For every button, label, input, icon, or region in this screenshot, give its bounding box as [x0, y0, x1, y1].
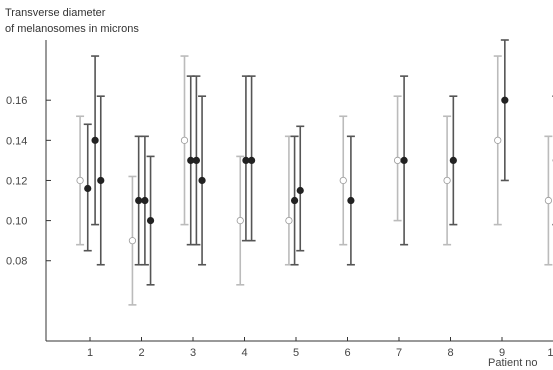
mean-point-open	[76, 176, 84, 185]
mean-point-open	[393, 156, 402, 164]
mean-point-filled	[91, 136, 99, 144]
y-tick-label: 0.16	[6, 95, 27, 107]
y-axis-title-line-1: Transverse diameter	[5, 7, 106, 19]
mean-point-open	[285, 217, 293, 225]
mean-point-filled	[290, 196, 299, 205]
mean-point-open	[236, 217, 244, 225]
y-tick-label: 0.10	[6, 216, 27, 228]
y-tick-label: 0.12	[6, 175, 27, 187]
error-bar	[500, 39, 509, 182]
x-tick-label: 2	[138, 347, 144, 359]
mean-point-filled	[192, 156, 200, 164]
mean-point-open	[443, 176, 451, 185]
mean-point-filled	[146, 217, 155, 225]
x-tick-label: 5	[293, 347, 299, 359]
y-tick-label: 0.08	[6, 256, 27, 268]
mean-point-open	[544, 196, 553, 205]
mean-point-filled	[84, 184, 92, 193]
mean-point-filled	[501, 96, 509, 104]
x-tick-label: 1	[87, 347, 93, 359]
mean-point-filled	[247, 156, 256, 164]
y-axis-title-line-2: of melanosomes in microns	[5, 23, 139, 35]
mean-point-filled	[347, 196, 355, 205]
y-tick-label: 0.14	[6, 135, 27, 147]
mean-point-open	[494, 136, 502, 144]
data-points	[76, 96, 553, 245]
mean-point-open	[128, 237, 137, 245]
mean-point-open	[180, 136, 189, 144]
mean-point-filled	[198, 176, 206, 185]
error-bars	[76, 39, 553, 306]
mean-point-filled	[296, 186, 304, 195]
mean-point-filled	[141, 196, 149, 205]
mean-point-filled	[97, 176, 105, 185]
mean-point-filled	[400, 156, 408, 164]
x-ticks: 1234567891011	[87, 337, 553, 359]
x-tick-label: 4	[241, 347, 247, 359]
x-tick-label: 6	[344, 347, 350, 359]
x-axis-title: Patient no	[488, 357, 538, 369]
y-axis-title: Transverse diameter of melanosomes in mi…	[5, 7, 139, 35]
y-ticks: 0.08 0.10 0.12 0.14 0.16	[6, 95, 51, 268]
x-tick-label: 7	[396, 347, 402, 359]
mean-point-filled	[449, 156, 457, 164]
x-tick-label: 8	[447, 347, 453, 359]
x-tick-label: 3	[190, 347, 196, 359]
mean-point-filled	[135, 196, 143, 205]
x-tick-label: 10	[547, 347, 553, 359]
mean-point-open	[339, 176, 347, 185]
x-tick-label: 9	[499, 347, 505, 359]
